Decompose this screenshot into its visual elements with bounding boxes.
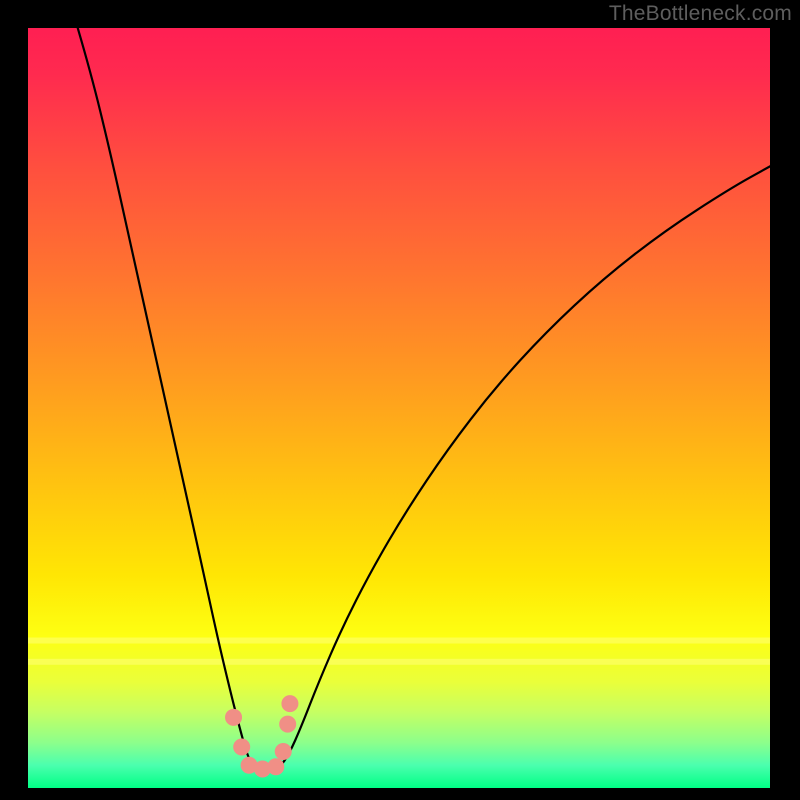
plot-area: [28, 28, 770, 788]
curve-marker: [280, 716, 296, 732]
curve-marker: [268, 759, 284, 775]
curve-marker: [282, 696, 298, 712]
curve-marker: [275, 744, 291, 760]
gradient-background: [28, 28, 770, 788]
bottleneck-chart: [0, 0, 800, 800]
curve-marker: [234, 739, 250, 755]
watermark-text: TheBottleneck.com: [609, 2, 792, 26]
curve-marker: [226, 709, 242, 725]
